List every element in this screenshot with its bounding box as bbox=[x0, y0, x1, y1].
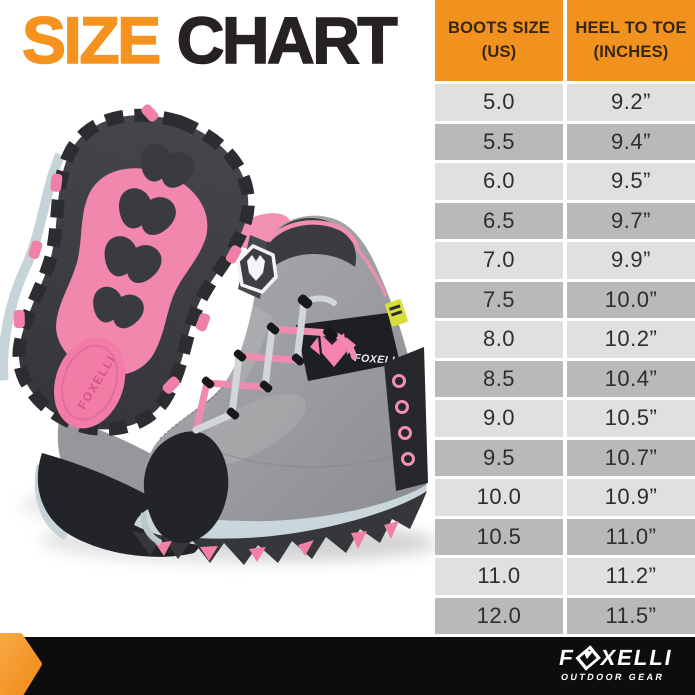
waterproof-tag bbox=[385, 299, 408, 327]
size-table: BOOTS SIZE (US) HEEL TO TOE (INCHES) 5.0… bbox=[435, 0, 695, 634]
collar bbox=[266, 218, 357, 267]
length-cell: 11.0” bbox=[567, 518, 695, 555]
boots-photo: FOXELLI bbox=[0, 104, 436, 565]
size-cell: 9.5 bbox=[435, 439, 563, 476]
length-cell: 10.0” bbox=[567, 281, 695, 318]
foxelli-logo: F XELLI OUTDOOR GEAR bbox=[542, 645, 688, 682]
upright-outsole bbox=[132, 491, 427, 565]
foxelli-brand: F XELLI bbox=[557, 645, 676, 671]
length-cell: 9.9” bbox=[567, 242, 695, 279]
length-cell: 9.2” bbox=[567, 84, 695, 121]
sole-heel-oval: FOXELLI bbox=[53, 336, 126, 429]
sole-center-lugs bbox=[93, 143, 195, 329]
header-boots-size: BOOTS SIZE (US) bbox=[435, 0, 563, 81]
size-cell: 6.5 bbox=[435, 202, 563, 239]
length-cell: 9.4” bbox=[567, 123, 695, 160]
size-cell: 11.0 bbox=[435, 558, 563, 595]
foxelli-tagline: OUTDOOR GEAR bbox=[560, 672, 666, 682]
length-cell: 10.2” bbox=[567, 321, 695, 358]
footer-bar bbox=[0, 637, 695, 695]
length-cell: 10.9” bbox=[567, 479, 695, 516]
size-cell: 9.0 bbox=[435, 400, 563, 437]
lace-hooks bbox=[201, 294, 338, 420]
size-cell: 5.5 bbox=[435, 123, 563, 160]
toe-cap bbox=[143, 431, 229, 544]
length-cell: 10.5” bbox=[567, 400, 695, 437]
heel-panel bbox=[384, 347, 428, 491]
title-word-chart: CHART bbox=[176, 2, 398, 78]
lying-boot-midsole bbox=[0, 152, 65, 381]
length-cell: 9.7” bbox=[567, 202, 695, 239]
fox-badge-icon bbox=[236, 244, 278, 294]
header-heel-to-toe: HEEL TO TOE (INCHES) bbox=[567, 0, 695, 81]
size-cell: 12.0 bbox=[435, 597, 563, 634]
length-cell: 11.5” bbox=[567, 597, 695, 634]
heel-eyelets bbox=[392, 374, 415, 466]
orange-chevron-icon bbox=[0, 633, 42, 695]
sole-side-lugs bbox=[13, 104, 242, 394]
length-cell: 10.7” bbox=[567, 439, 695, 476]
length-cell: 11.2” bbox=[567, 558, 695, 595]
title-word-size: SIZE bbox=[21, 2, 162, 78]
page-title: SIZE CHART bbox=[21, 2, 398, 78]
size-cell: 7.5 bbox=[435, 281, 563, 318]
size-cell: 10.5 bbox=[435, 518, 563, 555]
upright-boot: FOXELLI bbox=[132, 215, 428, 565]
size-cell: 6.0 bbox=[435, 163, 563, 200]
collar-pink-trim bbox=[266, 220, 360, 248]
size-cell: 10.0 bbox=[435, 479, 563, 516]
size-cell: 5.0 bbox=[435, 84, 563, 121]
size-cell: 7.0 bbox=[435, 242, 563, 279]
length-cell: 9.5” bbox=[567, 163, 695, 200]
length-cell: 10.4” bbox=[567, 360, 695, 397]
size-cell: 8.5 bbox=[435, 360, 563, 397]
fox-diamond-icon bbox=[574, 645, 601, 671]
size-cell: 8.0 bbox=[435, 321, 563, 358]
